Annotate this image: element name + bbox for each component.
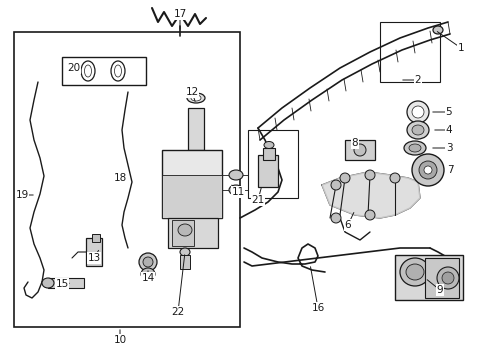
Circle shape bbox=[339, 173, 349, 183]
Ellipse shape bbox=[81, 61, 95, 81]
Text: 18: 18 bbox=[113, 173, 126, 183]
Text: 6: 6 bbox=[344, 220, 350, 230]
Text: 10: 10 bbox=[113, 335, 126, 345]
Circle shape bbox=[418, 161, 436, 179]
Bar bbox=[86, 238, 102, 266]
Ellipse shape bbox=[141, 268, 155, 280]
Text: 17: 17 bbox=[173, 9, 186, 19]
Bar bbox=[162, 175, 222, 218]
Ellipse shape bbox=[406, 121, 428, 139]
Text: 21: 21 bbox=[251, 195, 264, 205]
Bar bbox=[379, 22, 439, 82]
Text: 20: 20 bbox=[67, 63, 81, 73]
Text: 15: 15 bbox=[55, 279, 68, 289]
Bar bbox=[162, 150, 222, 218]
Ellipse shape bbox=[411, 125, 423, 135]
Bar bbox=[394, 255, 462, 300]
Text: 13: 13 bbox=[87, 253, 101, 263]
Circle shape bbox=[330, 213, 340, 223]
Text: 4: 4 bbox=[445, 125, 451, 135]
Ellipse shape bbox=[403, 141, 425, 155]
Ellipse shape bbox=[399, 258, 429, 286]
Ellipse shape bbox=[408, 144, 420, 152]
Text: 1: 1 bbox=[457, 43, 464, 53]
Bar bbox=[48, 278, 84, 288]
Ellipse shape bbox=[186, 93, 204, 103]
Ellipse shape bbox=[191, 95, 201, 101]
Text: 19: 19 bbox=[15, 190, 29, 200]
Ellipse shape bbox=[114, 65, 121, 77]
Text: 3: 3 bbox=[445, 143, 451, 153]
Circle shape bbox=[364, 210, 374, 220]
Ellipse shape bbox=[432, 26, 442, 34]
Ellipse shape bbox=[405, 264, 423, 280]
Ellipse shape bbox=[228, 170, 243, 180]
Bar bbox=[247, 130, 297, 198]
Bar bbox=[258, 155, 278, 187]
Text: 14: 14 bbox=[141, 273, 154, 283]
Ellipse shape bbox=[139, 253, 157, 271]
Text: 5: 5 bbox=[445, 107, 451, 117]
Circle shape bbox=[406, 101, 428, 123]
Ellipse shape bbox=[84, 65, 91, 77]
Ellipse shape bbox=[42, 278, 54, 288]
Bar bbox=[424, 258, 458, 298]
Ellipse shape bbox=[180, 248, 190, 256]
Bar bbox=[180, 255, 190, 269]
Text: 8: 8 bbox=[351, 138, 358, 148]
Text: 2: 2 bbox=[414, 75, 421, 85]
Text: 7: 7 bbox=[446, 165, 452, 175]
Bar bbox=[14, 32, 240, 327]
Text: 9: 9 bbox=[436, 285, 443, 295]
Bar bbox=[62, 57, 146, 85]
Circle shape bbox=[423, 166, 431, 174]
Ellipse shape bbox=[264, 141, 273, 149]
Polygon shape bbox=[321, 172, 419, 218]
Ellipse shape bbox=[178, 224, 192, 236]
Bar bbox=[168, 218, 218, 248]
Text: 22: 22 bbox=[171, 307, 184, 317]
Ellipse shape bbox=[436, 267, 458, 289]
Text: 16: 16 bbox=[311, 303, 324, 313]
Circle shape bbox=[411, 154, 443, 186]
Ellipse shape bbox=[142, 257, 153, 267]
Text: 11: 11 bbox=[231, 187, 244, 197]
Text: 12: 12 bbox=[185, 87, 198, 97]
Circle shape bbox=[330, 180, 340, 190]
Circle shape bbox=[353, 144, 365, 156]
Bar bbox=[263, 148, 274, 160]
Bar bbox=[172, 220, 194, 246]
Circle shape bbox=[364, 170, 374, 180]
Ellipse shape bbox=[111, 61, 125, 81]
Ellipse shape bbox=[228, 185, 243, 195]
Circle shape bbox=[389, 173, 399, 183]
Circle shape bbox=[411, 106, 423, 118]
Bar bbox=[345, 140, 374, 160]
Ellipse shape bbox=[441, 272, 453, 284]
Bar bbox=[187, 108, 203, 150]
Bar bbox=[92, 234, 100, 242]
